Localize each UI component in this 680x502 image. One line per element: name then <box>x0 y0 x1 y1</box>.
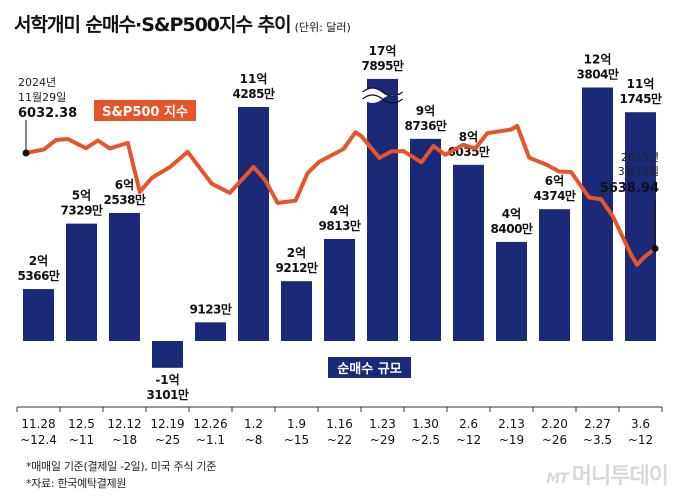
bar <box>152 341 183 368</box>
footnote-basis: *매매일 기준(결제일 -2일), 미국 주식 기준 <box>26 460 217 473</box>
bar-value-label-top: -1억 <box>155 373 179 387</box>
x-tick-label: ~11 <box>69 433 94 447</box>
end-point <box>651 245 659 253</box>
bar-value-label-top: 2억 <box>287 246 306 260</box>
bar-value-label: 7329만 <box>61 203 103 218</box>
end-label-date: 3월14일 <box>618 164 659 178</box>
bar <box>453 164 484 341</box>
legend-bar-box <box>328 357 411 378</box>
unit-label: (단위: 달러) <box>294 21 351 34</box>
bar-value-label: 9813만 <box>319 218 361 233</box>
axis-break-line <box>362 87 403 97</box>
legend-bar-label: 순매수 규모 <box>337 362 401 377</box>
bar <box>625 112 656 341</box>
bar-value-label-top: 11억 <box>627 77 655 91</box>
bar <box>539 209 570 341</box>
bar-value-label: 7895만 <box>362 58 404 73</box>
x-tick-label: 11.28 <box>21 417 55 431</box>
bar-value-label-top: 9억 <box>416 104 435 118</box>
bar-value-label-top: 5억 <box>72 189 91 203</box>
bar-value-label: 3804만 <box>577 66 619 81</box>
bar-value-label: 8736만 <box>405 118 447 133</box>
bar <box>23 289 54 341</box>
x-tick-label: ~1.1 <box>196 433 225 447</box>
logo-text: 머니투데이 <box>571 464 669 489</box>
bar-value-label: 2538만 <box>104 192 146 207</box>
sp500-line <box>24 123 657 267</box>
start-label-year: 2024년 <box>18 76 56 89</box>
chart-title: 서학개미 순매수·S&P500지수 추이 <box>14 14 292 36</box>
x-tick-label: 2.6 <box>459 417 478 431</box>
x-tick-label: ~25 <box>155 433 180 447</box>
bar <box>582 87 613 342</box>
bar-value-label: 4374만 <box>534 188 576 203</box>
x-tick-label: 1.16 <box>326 417 353 431</box>
start-point <box>22 149 30 157</box>
legend-line-label: S&P500 지수 <box>102 105 188 120</box>
bar <box>496 241 527 341</box>
bar-value-label-top: 11억 <box>240 72 268 86</box>
start-label-date: 11월29일 <box>18 90 66 104</box>
chart-header: 서학개미 순매수·S&P500지수 추이 (단위: 달러) <box>14 10 351 37</box>
bar-value-label: 5366만 <box>18 268 60 283</box>
x-tick-label: 12.5 <box>68 417 95 431</box>
bar-value-label: 9123만 <box>190 301 232 316</box>
start-label-value: 6032.38 <box>18 106 77 121</box>
x-tick-label: 3.6 <box>631 417 650 431</box>
x-tick-label: ~15 <box>284 433 309 447</box>
bar-value-label-top: 4억 <box>330 204 349 218</box>
x-tick-label: 2.20 <box>541 417 568 431</box>
x-tick-label: 1.30 <box>412 417 439 431</box>
x-tick-label: ~12 <box>456 433 481 447</box>
x-tick-label: 12.12 <box>107 417 141 431</box>
x-tick-label: ~12.4 <box>20 433 57 447</box>
publisher-logo: MT 머니투데이 <box>546 458 669 490</box>
x-tick-label: ~3.5 <box>583 433 612 447</box>
bar <box>410 138 441 341</box>
bar <box>324 239 355 341</box>
x-tick-label: ~18 <box>112 433 137 447</box>
bar <box>238 106 269 341</box>
bar-value-label: 8400만 <box>491 221 533 236</box>
bar-value-label-top: 8억 <box>459 130 478 144</box>
x-tick-label: ~12 <box>628 433 653 447</box>
x-tick-label: 1.9 <box>287 417 306 431</box>
x-tick-label: 1.23 <box>369 417 396 431</box>
x-tick-label: 12.19 <box>150 417 184 431</box>
bar-value-label-top: 2억 <box>29 254 48 268</box>
bar-value-label-top: 17억 <box>369 44 397 58</box>
x-tick-label: 12.26 <box>193 417 227 431</box>
legend-line-box <box>94 100 196 121</box>
axis-break-mark <box>362 88 403 103</box>
bar-value-label-top: 12억 <box>584 52 612 66</box>
x-tick-label: ~29 <box>370 433 395 447</box>
x-tick-label: ~22 <box>327 433 352 447</box>
bar <box>367 78 398 342</box>
bar <box>109 212 140 341</box>
bar-value-label-top: 6억 <box>545 174 564 188</box>
x-tick-label: ~19 <box>499 433 524 447</box>
axis-break-line <box>362 94 403 104</box>
logo-prefix: MT <box>546 471 569 487</box>
x-tick-label: ~26 <box>542 433 567 447</box>
bar <box>195 322 226 341</box>
bar-value-label-top: 6억 <box>115 178 134 192</box>
bar <box>281 281 312 341</box>
x-tick-label: 2.13 <box>498 417 525 431</box>
bar-value-label: 3101만 <box>147 387 189 402</box>
x-tick-label: 1.2 <box>244 417 263 431</box>
end-label-year: 2025년 <box>621 151 659 164</box>
bar-value-label: 9212만 <box>276 260 318 275</box>
x-tick-label: ~8 <box>245 433 263 447</box>
bar-value-label-top: 4억 <box>502 207 521 221</box>
footnote-source: *자료: 한국예탁결제원 <box>26 477 127 490</box>
bar-value-label: 1745만 <box>620 91 662 106</box>
end-label-value: 5638.94 <box>600 181 659 196</box>
bar-value-label: 4285만 <box>233 86 275 101</box>
x-tick-label: ~2.5 <box>411 433 440 447</box>
x-tick-label: 2.27 <box>584 417 611 431</box>
bar <box>66 223 97 341</box>
